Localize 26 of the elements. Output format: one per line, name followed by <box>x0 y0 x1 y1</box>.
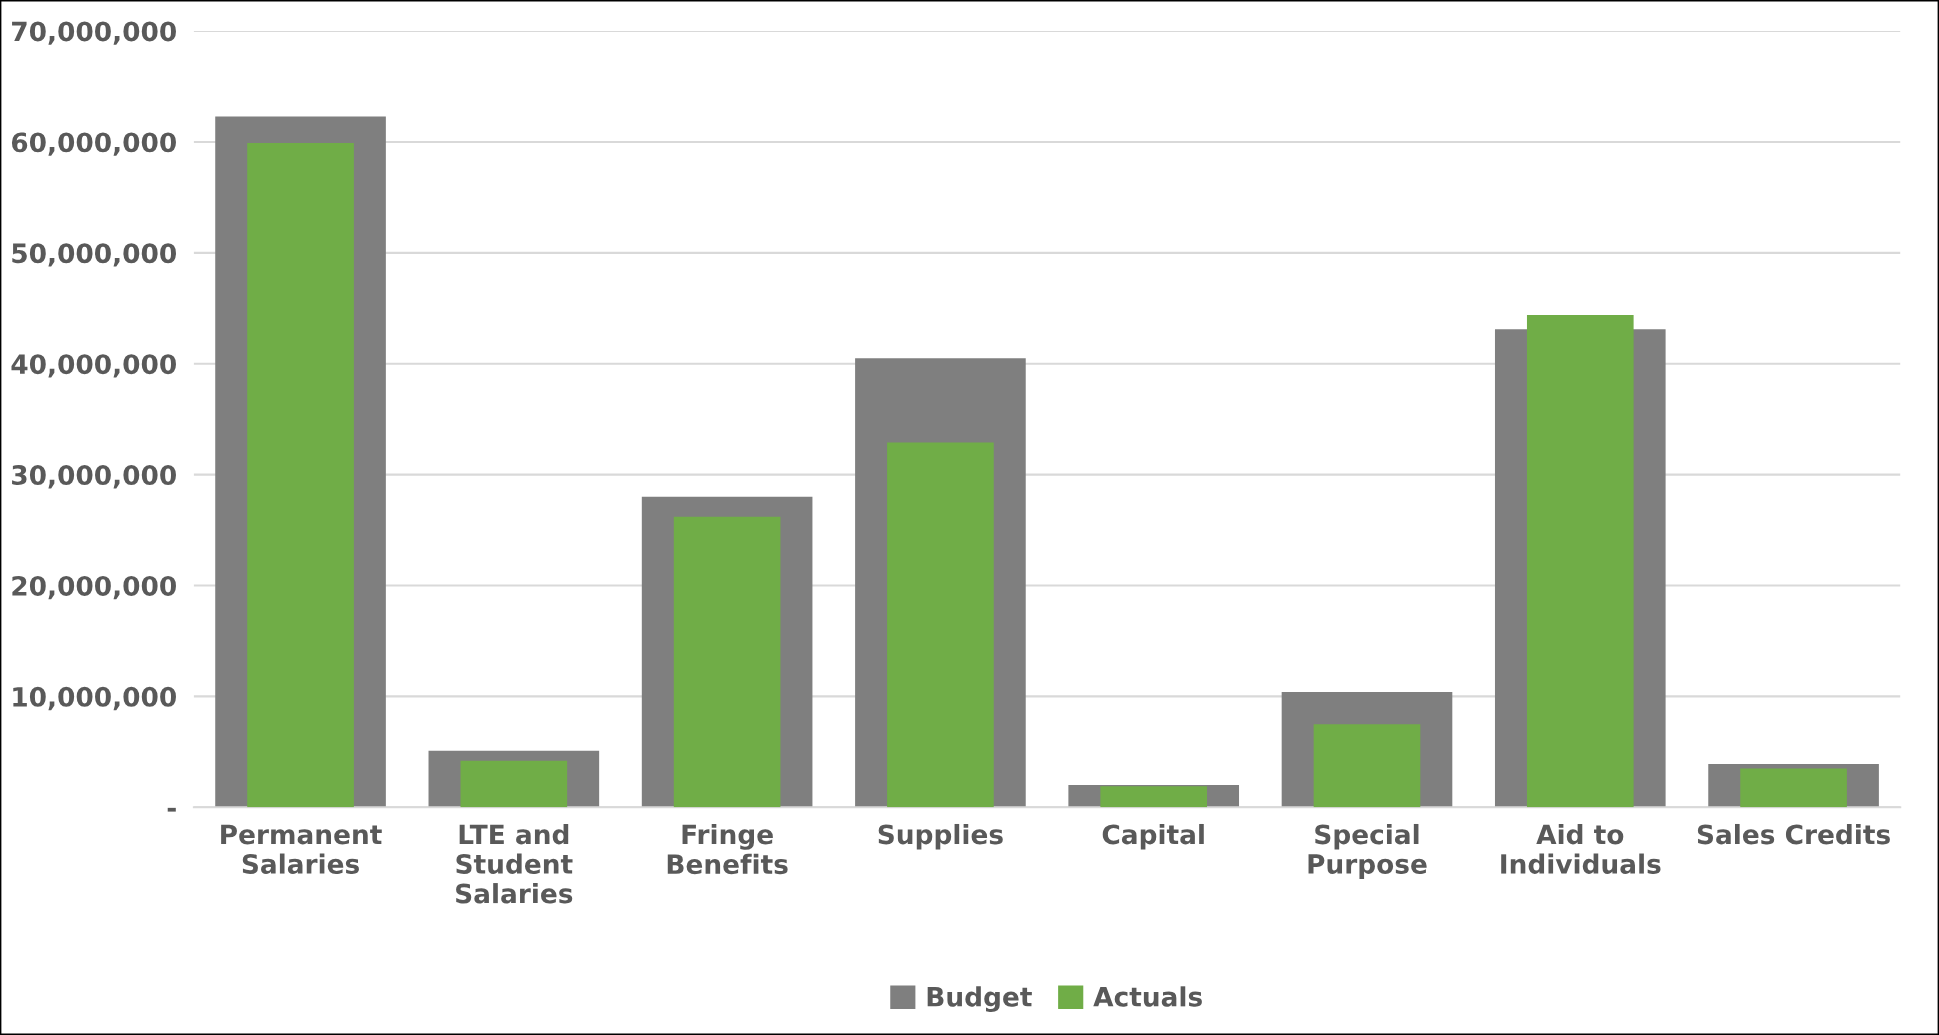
y-tick-label: - <box>167 807 176 812</box>
bar <box>1740 768 1847 808</box>
y-tick-label: 30,000,000 <box>12 465 176 489</box>
bar <box>460 760 568 808</box>
x-tick-label: Aid to Individuals <box>1501 823 1661 874</box>
bar <box>1526 314 1634 808</box>
legend-label: Actuals <box>1093 986 1202 1007</box>
x-tick-label: Permanent Salaries <box>221 824 382 874</box>
y-tick-label: 50,000,000 <box>12 243 176 267</box>
bar <box>887 442 994 808</box>
y-tick-label: 60,000,000 <box>11 132 176 156</box>
x-tick-label: Special Purpose <box>1308 823 1427 880</box>
bar <box>673 516 781 808</box>
y-tick-label: 20,000,000 <box>12 575 176 600</box>
bar <box>1313 724 1421 808</box>
bar <box>1100 786 1208 808</box>
legend-label: Budget <box>927 986 1032 1013</box>
x-tick-label: Supplies <box>878 823 1003 850</box>
y-tick-label: 40,000,000 <box>11 354 176 378</box>
x-tick-label: Sales Credits <box>1697 823 1890 845</box>
x-tick-label: Capital <box>1102 823 1204 850</box>
x-tick-label: Fringe Benefits <box>667 823 788 875</box>
bar <box>247 143 354 808</box>
y-tick-label: 10,000,000 <box>13 686 176 711</box>
y-tick-label: 70,000,000 <box>12 21 176 45</box>
x-tick-label: LTE and Student Salaries <box>456 823 573 904</box>
